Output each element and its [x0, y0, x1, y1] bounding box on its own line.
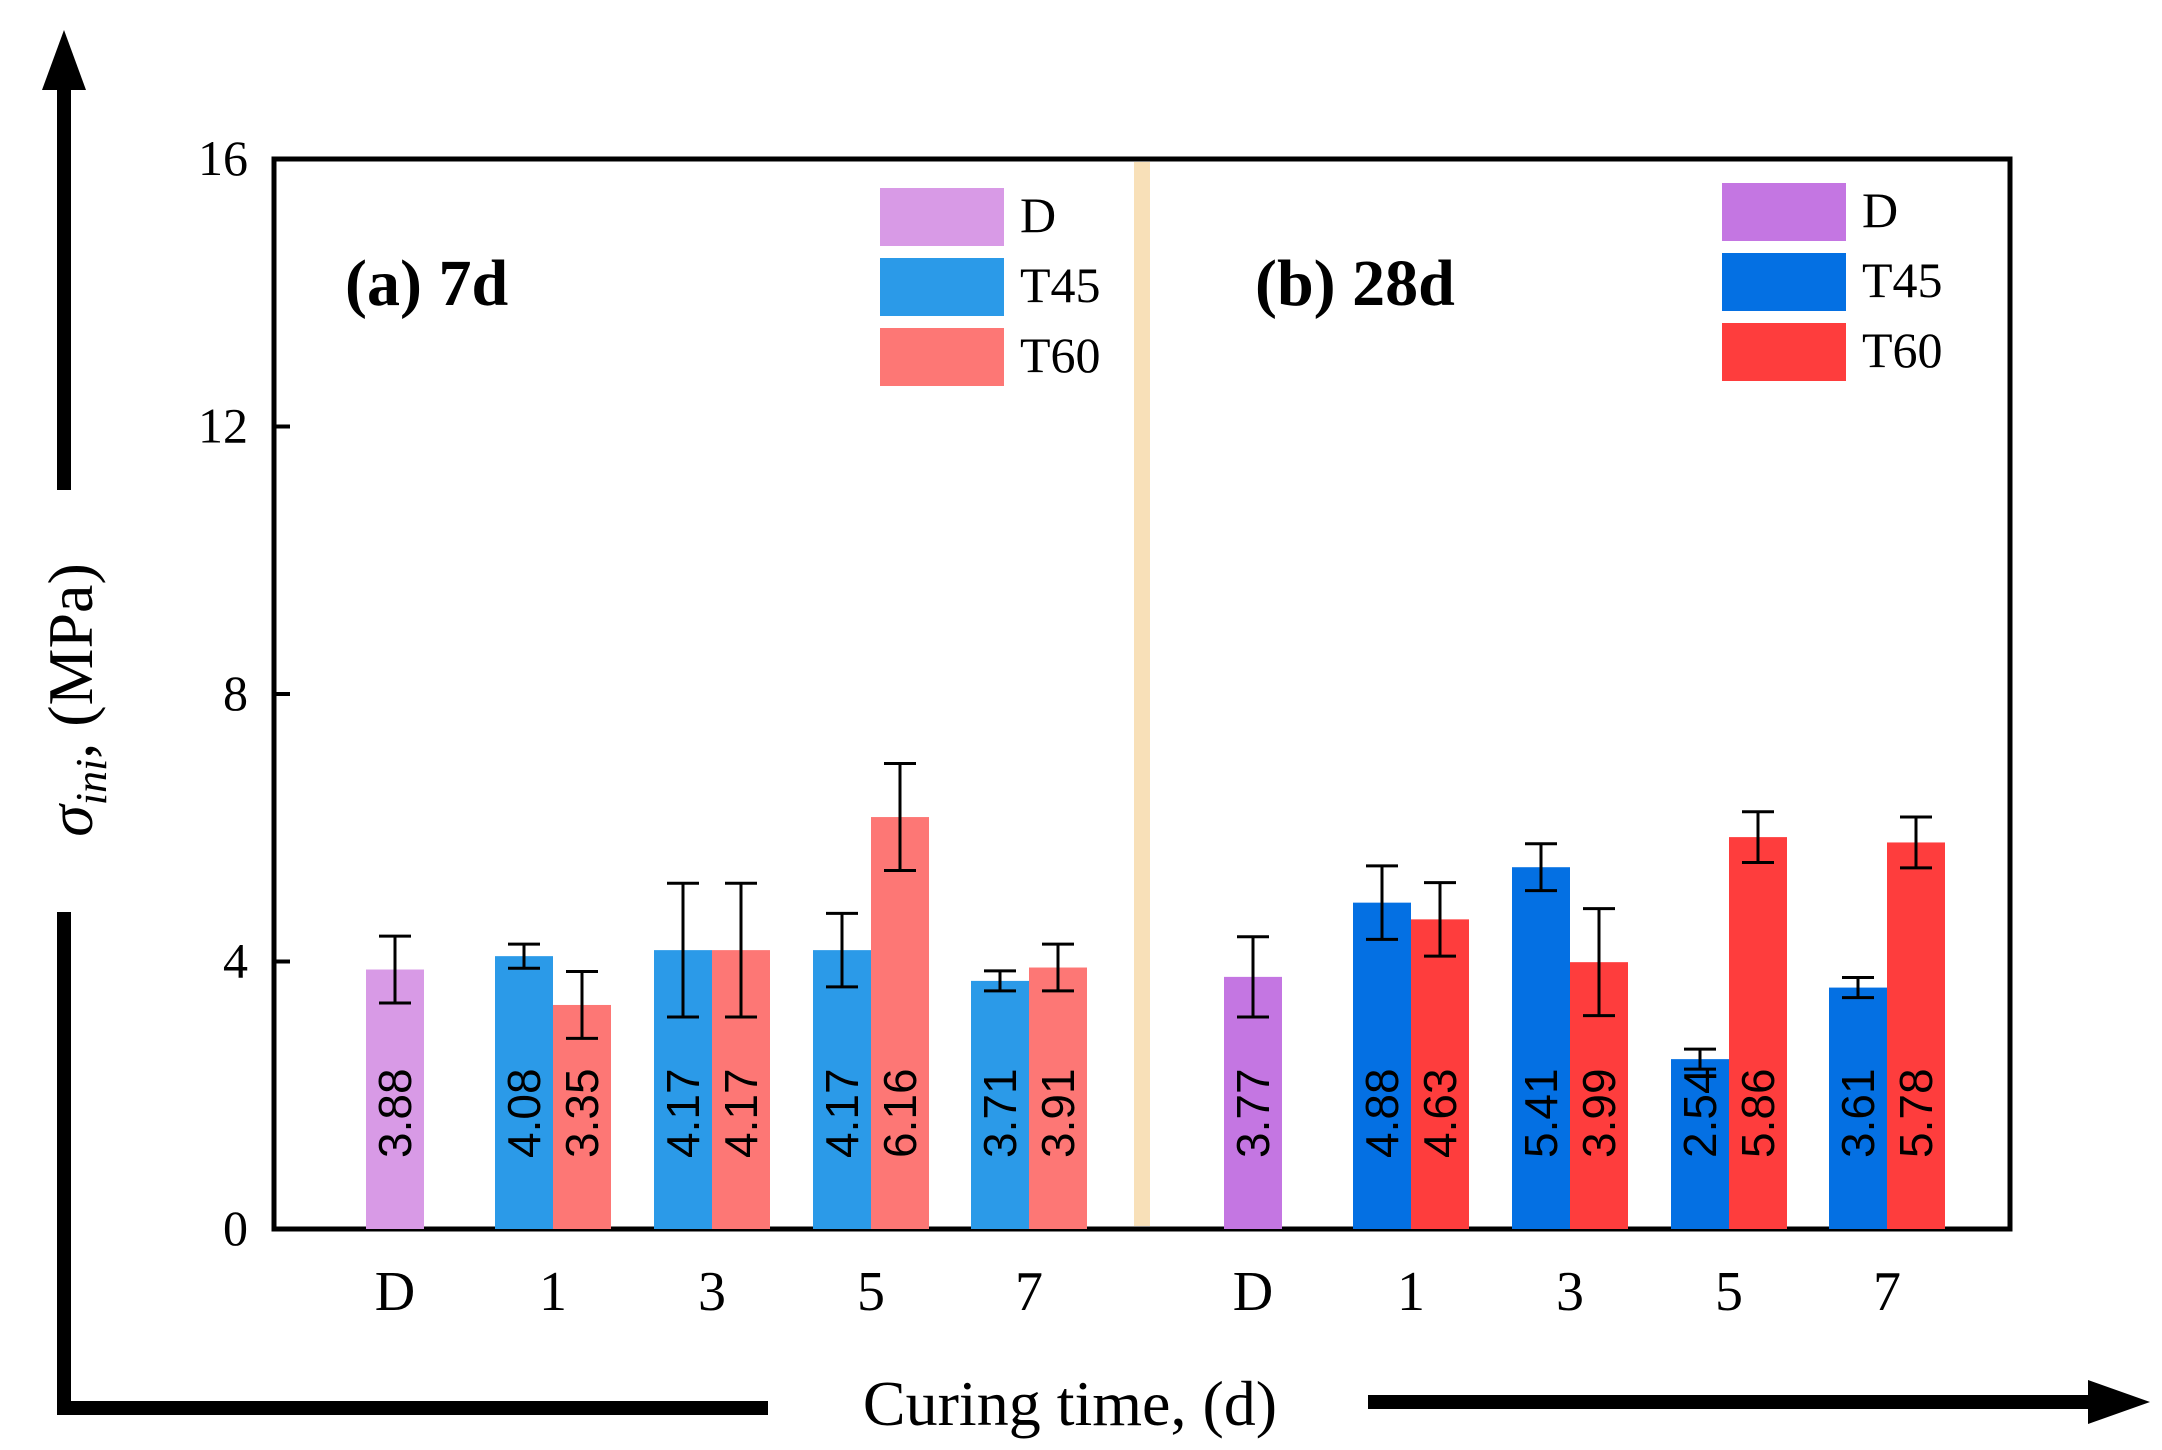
x-axis-title: Curing time, (d)	[863, 1368, 1277, 1439]
x-category-label: 3	[698, 1261, 726, 1323]
legend-label-t45: T45	[1862, 252, 1943, 308]
x-category-label: 3	[1556, 1261, 1584, 1323]
bar-t45	[1353, 902, 1411, 1229]
bar-value-label: 3.35	[556, 1068, 608, 1158]
y-tick-label: 0	[223, 1200, 248, 1256]
panel-title-a: (a) 7d	[345, 247, 508, 320]
corner-line	[57, 912, 768, 1415]
bar-value-label: 3.61	[1832, 1068, 1884, 1158]
x-category-label: D	[1233, 1261, 1273, 1323]
legends-layer: D T45 T60 D T45 T60	[880, 182, 1943, 386]
y-tick-label: 4	[223, 933, 248, 989]
y-axis-sub: ini	[67, 759, 116, 805]
legend-label-d: D	[1862, 182, 1898, 238]
legend-label-t60: T60	[1862, 322, 1943, 378]
bar-value-label: 4.17	[715, 1068, 767, 1158]
legend-swatch-t45	[1722, 253, 1846, 311]
bars-layer: D 1 3 5 73.88 4.08 3.35 4.17 4.17 4.17 6.16 3.71 3.9…	[366, 762, 1945, 1323]
panel-divider	[1134, 162, 1150, 1226]
bar-t45	[813, 950, 871, 1229]
bar-value-label: 5.78	[1890, 1068, 1942, 1158]
x-arrow-head	[2088, 1380, 2150, 1424]
legend-swatch-t45	[880, 258, 1004, 316]
bar-value-label: 5.86	[1732, 1068, 1784, 1158]
panel-title-b: (b) 28d	[1255, 247, 1455, 320]
bar-value-label: 3.77	[1227, 1068, 1279, 1158]
bar-t60	[871, 817, 929, 1229]
bar-t60	[1887, 842, 1945, 1229]
legend-label-t60: T60	[1020, 327, 1101, 383]
bar-value-label: 6.16	[874, 1068, 926, 1158]
bar-value-label: 4.17	[816, 1068, 868, 1158]
legend-label-t45: T45	[1020, 257, 1101, 313]
x-category-label: 5	[857, 1261, 885, 1323]
bar-value-label: 4.63	[1414, 1068, 1466, 1158]
bar-value-label: 3.71	[974, 1068, 1026, 1158]
legend-swatch-d	[880, 188, 1004, 246]
bar-d	[366, 969, 424, 1229]
x-category-label: 1	[1397, 1261, 1425, 1323]
y-axis-symbol: σ	[35, 803, 106, 837]
x-category-label: 5	[1715, 1261, 1743, 1323]
legend-swatch-t60	[880, 328, 1004, 386]
bar-t45	[971, 980, 1029, 1229]
bar-t60	[553, 1004, 611, 1229]
bar-t45	[1671, 1059, 1729, 1229]
y-tick-label: 16	[198, 130, 248, 186]
bar-value-label: 3.91	[1032, 1068, 1084, 1158]
y-axis-tail: , (MPa)	[35, 563, 106, 759]
y-axis-ticks: 0 4 8 12 16	[198, 130, 290, 1256]
x-category-label: 7	[1873, 1261, 1901, 1323]
decorative-arrows	[42, 30, 2150, 1424]
y-axis-title: σini, (MPa)	[35, 563, 116, 837]
bar-value-label: 5.41	[1515, 1068, 1567, 1158]
legend-swatch-t60	[1722, 323, 1846, 381]
x-category-label: 7	[1015, 1261, 1043, 1323]
bar-value-label: 4.17	[657, 1068, 709, 1158]
bar-value-label: 3.99	[1573, 1068, 1625, 1158]
bar-value-label: 3.88	[369, 1068, 421, 1158]
bar-t60	[1029, 967, 1087, 1229]
bar-t45	[1829, 987, 1887, 1229]
x-category-label: 1	[539, 1261, 567, 1323]
bar-t45	[495, 956, 553, 1229]
y-tick-label: 12	[198, 398, 248, 454]
y-arrow-head	[42, 30, 86, 90]
bar-t60	[1729, 837, 1787, 1229]
y-tick-label: 8	[223, 665, 248, 721]
legend-label-d: D	[1020, 187, 1056, 243]
x-category-label: D	[375, 1261, 415, 1323]
bar-t60	[1411, 919, 1469, 1229]
legend-swatch-d	[1722, 183, 1846, 241]
bar-value-label: 4.08	[498, 1068, 550, 1158]
bar-d	[1224, 976, 1282, 1229]
bar-value-label: 2.54	[1674, 1068, 1726, 1158]
bar-t45	[1512, 867, 1570, 1229]
bar-value-label: 4.88	[1356, 1068, 1408, 1158]
